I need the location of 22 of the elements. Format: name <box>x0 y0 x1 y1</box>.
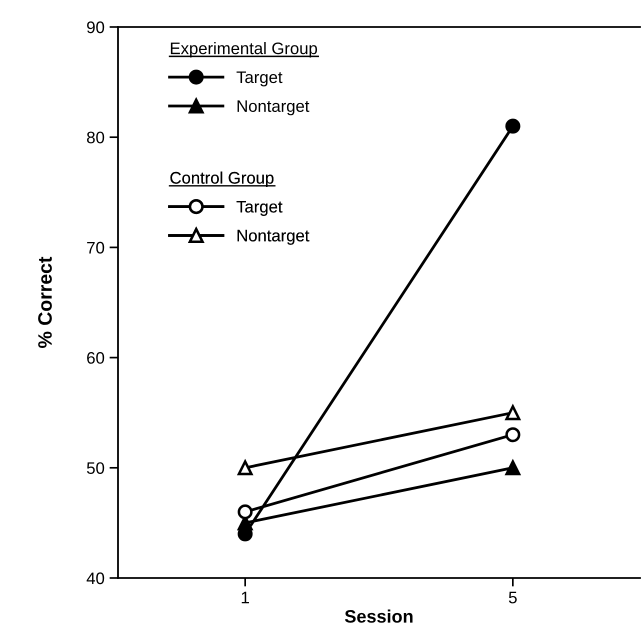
y-tick-label: 40 <box>86 572 104 584</box>
point <box>505 118 520 134</box>
point <box>505 427 520 442</box>
legend-label: Target <box>236 71 282 86</box>
y-tick-label: 90 <box>87 21 104 34</box>
legend-label: Nontarget <box>238 100 310 116</box>
annotation: Experimental Group <box>170 42 318 58</box>
point <box>505 405 520 420</box>
x-tick-label: 1 <box>242 592 249 604</box>
annotation: Control Group <box>170 171 274 188</box>
x-axis-title: Session <box>344 610 413 623</box>
y-axis-title: % Correct <box>38 256 52 348</box>
point <box>505 460 520 476</box>
y-tick-label: 80 <box>86 132 104 144</box>
legend-label: Nontarget <box>238 230 310 245</box>
point <box>238 504 253 520</box>
x-tick-label: 5 <box>508 592 517 604</box>
y-tick-label: 60 <box>87 352 104 364</box>
y-tick-label: 70 <box>87 242 104 254</box>
legend-label: Target <box>236 200 282 216</box>
point <box>238 460 253 476</box>
y-tick-label: 50 <box>86 462 104 474</box>
